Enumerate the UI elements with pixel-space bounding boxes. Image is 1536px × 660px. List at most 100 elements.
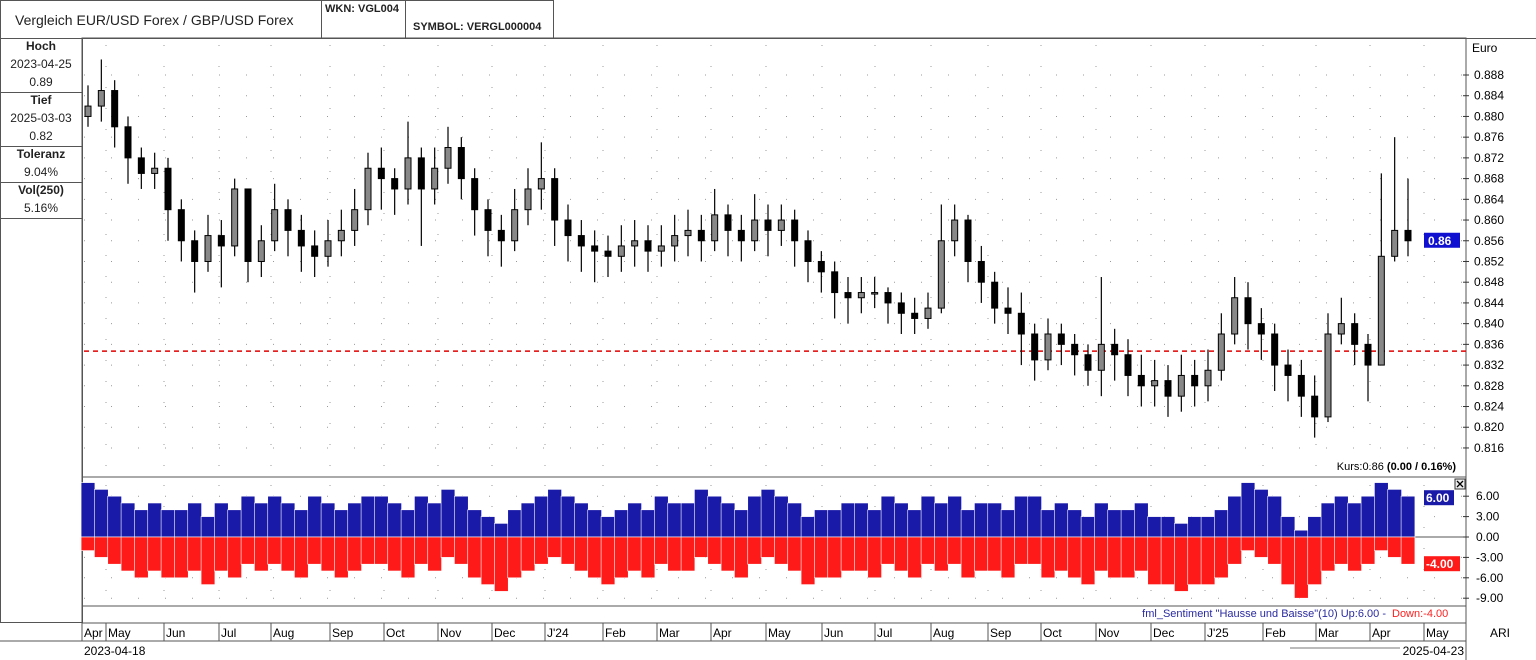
down-bar xyxy=(1347,536,1362,572)
down-bar xyxy=(934,536,949,572)
down-bar xyxy=(480,536,496,585)
candle-body xyxy=(1391,229,1399,257)
down-bar xyxy=(94,536,109,558)
up-bar xyxy=(240,495,256,538)
down-bar xyxy=(1187,536,1202,585)
high-label: Hoch xyxy=(26,39,56,53)
candle-body xyxy=(1284,364,1292,376)
chart-title: Vergleich EUR/USD Forex / GBP/USD Forex xyxy=(15,12,294,28)
x-tick-label: Apr xyxy=(1372,626,1391,640)
up-bar xyxy=(547,489,562,538)
up-bar xyxy=(147,502,162,538)
up-bar xyxy=(1214,509,1229,538)
candle-body xyxy=(777,219,785,231)
candle-body xyxy=(1244,297,1252,325)
candle-body xyxy=(1151,380,1159,387)
candle-body xyxy=(724,214,732,231)
x-tick-label: May xyxy=(768,626,791,640)
down-bar xyxy=(80,536,96,551)
y-axis-unit: Euro xyxy=(1472,41,1498,55)
up-bar xyxy=(1094,502,1109,538)
up-bar xyxy=(694,489,709,538)
candle-body xyxy=(804,240,812,262)
up-bar xyxy=(320,502,336,538)
candle-body xyxy=(177,209,185,242)
down-bar xyxy=(614,536,629,579)
close-icon[interactable] xyxy=(1456,480,1464,488)
up-bar xyxy=(1187,516,1202,538)
up-bar xyxy=(814,509,829,538)
up-bar xyxy=(787,502,802,538)
down-bar xyxy=(920,536,936,565)
down-bar xyxy=(774,536,789,565)
down-bar xyxy=(947,536,962,565)
down-bar xyxy=(1254,536,1269,558)
up-bar xyxy=(507,509,522,538)
candle-body xyxy=(1324,333,1332,418)
y-tick-label: 0.888 xyxy=(1474,68,1504,82)
candle-body xyxy=(711,214,719,242)
down-bar xyxy=(174,536,189,579)
up-bar xyxy=(387,502,402,538)
up-bar xyxy=(214,502,229,538)
down-bar xyxy=(1094,536,1109,572)
up-bar xyxy=(1294,529,1309,538)
y-tick-label: 0.860 xyxy=(1474,213,1504,227)
down-bar xyxy=(1360,536,1376,565)
divider xyxy=(0,92,82,93)
candles xyxy=(84,59,1412,438)
down-bar xyxy=(414,536,429,565)
candle-body xyxy=(564,219,572,237)
up-bar xyxy=(1280,516,1296,538)
candle-body xyxy=(391,178,399,190)
candle-body xyxy=(591,245,599,252)
up-bar xyxy=(267,495,282,538)
down-bar xyxy=(694,536,709,558)
down-bar xyxy=(1054,536,1069,572)
up-bar xyxy=(840,502,856,538)
candle-body xyxy=(791,219,799,242)
y-tick-label: 0.848 xyxy=(1474,275,1504,289)
up-bar xyxy=(374,495,389,538)
y-tick-label: 0.828 xyxy=(1474,379,1504,393)
close-indicator-button[interactable] xyxy=(1454,478,1466,490)
up-bar xyxy=(454,495,469,538)
down-bar xyxy=(1067,536,1082,579)
down-bar xyxy=(134,536,149,579)
candle-body xyxy=(1057,333,1065,345)
down-bar xyxy=(1307,536,1322,585)
up-bar xyxy=(1027,495,1042,538)
up-bar xyxy=(560,495,576,538)
y-tick-label: 0.880 xyxy=(1474,109,1504,123)
divider xyxy=(0,182,82,183)
down-bar xyxy=(360,536,376,565)
candle-body xyxy=(1124,354,1132,376)
up-bar xyxy=(987,502,1002,538)
up-bar xyxy=(947,495,962,538)
down-bar xyxy=(560,536,576,565)
down-bar xyxy=(387,536,402,572)
end-date: 2025-04-23 xyxy=(1403,644,1465,658)
x-tick-label: Apr xyxy=(84,626,103,640)
up-bar xyxy=(760,489,776,538)
candle-body xyxy=(204,235,212,262)
candle-body xyxy=(1097,343,1105,371)
up-bar xyxy=(854,502,869,538)
x-tick-label: Jun xyxy=(824,626,843,640)
candle-body xyxy=(604,250,612,257)
up-bar xyxy=(574,502,589,538)
up-bar xyxy=(734,509,749,538)
horizontal-scrollbar[interactable] xyxy=(1290,647,1400,649)
up-bar xyxy=(614,509,629,538)
symbol-label: SYMBOL: VERGL000004 xyxy=(413,21,542,33)
down-bar xyxy=(1080,536,1096,585)
up-bar xyxy=(440,489,456,538)
candle-body xyxy=(1271,333,1279,366)
down-bar xyxy=(120,536,136,572)
up-bar xyxy=(280,502,296,538)
down-bar xyxy=(200,536,216,585)
down-bar xyxy=(160,536,176,579)
x-tick-label: Dec xyxy=(1153,626,1174,640)
candle-body xyxy=(1351,323,1359,345)
